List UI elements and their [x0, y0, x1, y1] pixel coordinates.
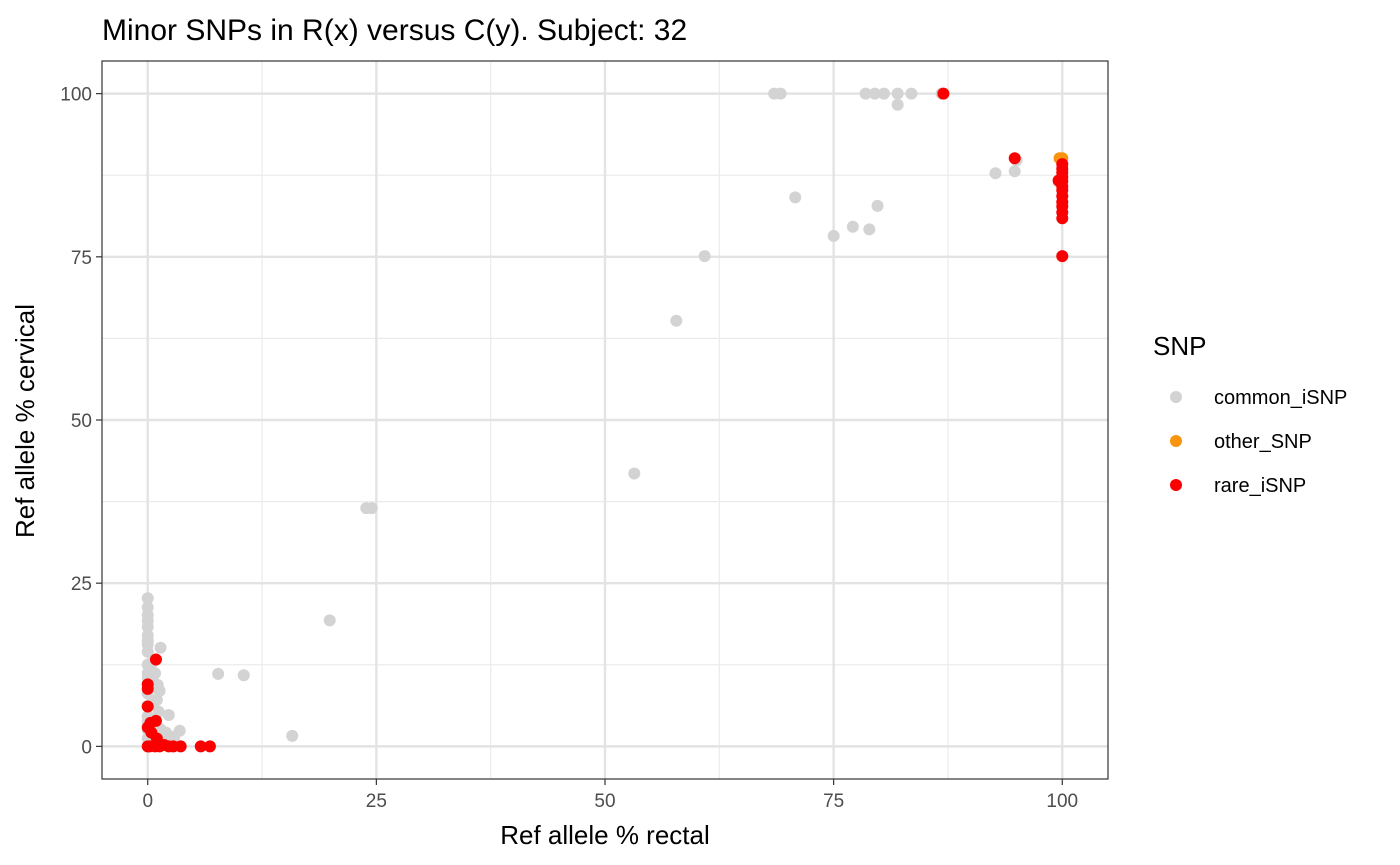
legend-key-rare-isnp [1170, 479, 1182, 491]
point-common-isnp [1008, 165, 1021, 178]
legend-label-rare-isnp: rare_iSNP [1214, 475, 1306, 497]
x-axis-label: Ref allele % rectal [500, 820, 710, 850]
point-common-isnp [323, 614, 336, 627]
point-common-isnp [670, 314, 683, 327]
x-tick-label: 75 [823, 791, 844, 812]
point-rare-isnp [1008, 152, 1021, 165]
y-tick-label: 50 [71, 411, 92, 432]
data-points [141, 87, 1069, 753]
point-common-isnp [774, 87, 787, 100]
point-common-isnp [152, 705, 165, 718]
y-tick-label: 75 [71, 248, 92, 269]
point-rare-isnp [937, 87, 950, 100]
point-common-isnp [160, 726, 173, 739]
point-common-isnp [365, 502, 378, 515]
point-common-isnp [141, 620, 154, 633]
point-common-isnp [628, 467, 641, 480]
point-common-isnp [989, 167, 1002, 180]
point-rare-isnp [194, 740, 207, 753]
point-rare-isnp [141, 700, 154, 713]
point-common-isnp [153, 684, 166, 697]
major-gridlines [102, 61, 1108, 779]
point-common-isnp [846, 220, 859, 233]
x-tick-label: 100 [1046, 791, 1078, 812]
point-rare-isnp [149, 653, 162, 666]
point-common-isnp [863, 223, 876, 236]
legend-key-other-snp [1170, 435, 1182, 447]
point-common-isnp [162, 709, 175, 722]
point-rare-isnp [1056, 250, 1069, 263]
point-common-isnp [871, 199, 884, 212]
point-rare-isnp [141, 682, 154, 695]
point-common-isnp [827, 229, 840, 242]
legend-label-common-isnp: common_iSNP [1214, 387, 1347, 409]
point-common-isnp [698, 250, 711, 263]
point-common-isnp [891, 98, 904, 111]
point-common-isnp [859, 87, 872, 100]
point-common-isnp [149, 667, 162, 680]
x-axis-ticks: 0 25 50 75 100 [142, 779, 1078, 812]
point-common-isnp [877, 87, 890, 100]
point-common-isnp [154, 641, 167, 654]
point-rare-isnp [1056, 212, 1069, 225]
point-common-isnp [212, 667, 225, 680]
point-common-isnp [173, 724, 186, 737]
point-common-isnp [237, 669, 250, 682]
chart-title: Minor SNPs in R(x) versus C(y). Subject:… [102, 14, 687, 47]
point-common-isnp [141, 592, 154, 605]
point-common-isnp [891, 87, 904, 100]
legend-key-common-isnp [1170, 391, 1182, 403]
legend-label-other-snp: other_SNP [1214, 431, 1312, 453]
y-axis-ticks: 0 25 50 75 100 [60, 85, 102, 758]
legend: SNP common_iSNP other_SNP rare_iSNP [1153, 331, 1347, 497]
y-tick-label: 25 [71, 574, 92, 595]
point-common-isnp [789, 191, 802, 204]
point-rare-isnp [174, 740, 187, 753]
y-tick-label: 0 [81, 737, 92, 758]
point-common-isnp [141, 645, 154, 658]
point-common-isnp [286, 729, 299, 742]
point-common-isnp [905, 87, 918, 100]
y-axis-label: Ref allele % cervical [10, 304, 40, 538]
x-tick-label: 25 [366, 791, 387, 812]
point-common-isnp [868, 87, 881, 100]
x-tick-label: 50 [594, 791, 615, 812]
point-rare-isnp [203, 740, 216, 753]
point-rare-isnp [149, 714, 162, 727]
y-tick-label: 100 [60, 85, 92, 106]
legend-title: SNP [1153, 331, 1206, 361]
x-tick-label: 0 [142, 791, 153, 812]
